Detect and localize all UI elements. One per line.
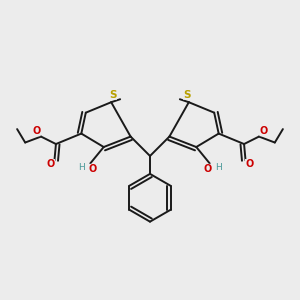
Text: S: S [110, 90, 117, 100]
Text: H: H [215, 163, 222, 172]
Text: O: O [203, 164, 212, 174]
Text: O: O [88, 164, 97, 174]
Text: O: O [47, 159, 55, 169]
Text: O: O [32, 126, 41, 136]
Text: H: H [78, 163, 85, 172]
Text: O: O [260, 126, 268, 136]
Text: S: S [183, 90, 190, 100]
Text: O: O [245, 159, 253, 169]
